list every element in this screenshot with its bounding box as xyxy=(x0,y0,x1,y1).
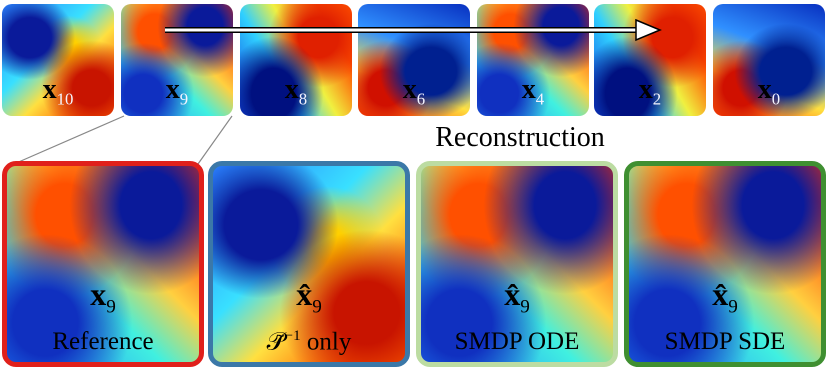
subscript: 8 xyxy=(298,90,308,109)
panel: x̂9 𝒫̃−1 only xyxy=(208,161,410,367)
subscript: 9 xyxy=(179,90,189,109)
caption-math: 𝒫̃ xyxy=(266,328,285,355)
symbol: x xyxy=(165,74,180,106)
tile-label: x2 xyxy=(594,74,706,110)
subscript: 9 xyxy=(106,296,116,317)
tile-label: x6 xyxy=(358,74,470,110)
caption-text: Reference xyxy=(52,328,154,355)
panel-symbol: x9 xyxy=(7,276,199,318)
tile: x2 xyxy=(594,4,706,116)
overlay: Reconstruction xyxy=(13,18,662,165)
subscript: 9 xyxy=(728,296,738,317)
symbol: x xyxy=(638,74,653,106)
panel-symbol: x̂9 xyxy=(629,276,821,318)
tile: x4 xyxy=(477,4,589,116)
symbol: x xyxy=(757,74,772,106)
tile-label: x10 xyxy=(2,74,114,110)
symbol: x̂ xyxy=(504,275,521,312)
caption-text: only xyxy=(306,328,352,355)
caption-sup: −1 xyxy=(284,327,301,344)
panel-symbol: x̂9 xyxy=(213,276,405,318)
symbol: x xyxy=(284,74,299,106)
subscript: 2 xyxy=(652,90,662,109)
panel: x̂9 SMDP ODE xyxy=(416,161,618,367)
subscript: 4 xyxy=(535,90,545,109)
panel: x9 Reference xyxy=(2,161,204,367)
subscript: 10 xyxy=(56,90,74,109)
tile-label: x9 xyxy=(121,74,233,110)
caption-text: SMDP SDE xyxy=(664,328,786,355)
tile: x10 xyxy=(2,4,114,116)
caption: Reference xyxy=(7,328,199,356)
zoom-line xyxy=(13,115,125,165)
symbol: x̂ xyxy=(296,275,313,312)
symbol: x xyxy=(402,74,417,106)
tile: x0 xyxy=(713,4,825,116)
tile-label: x4 xyxy=(477,74,589,110)
tile: x8 xyxy=(240,4,352,116)
panel-symbol: x̂9 xyxy=(421,276,613,318)
symbol: x̂ xyxy=(712,275,729,312)
caption: SMDP ODE xyxy=(421,328,613,356)
symbol: x xyxy=(90,275,107,312)
subscript: 9 xyxy=(312,296,322,317)
zoom-line xyxy=(197,115,233,165)
symbol: x xyxy=(521,74,536,106)
subscript: 9 xyxy=(520,296,530,317)
caption: 𝒫̃−1 only xyxy=(213,328,405,356)
tile-label: x0 xyxy=(713,74,825,110)
tile: x9 xyxy=(121,4,233,116)
section-label: Reconstruction xyxy=(435,122,605,153)
subscript: 6 xyxy=(416,90,426,109)
tile-label: x8 xyxy=(240,74,352,110)
subscript: 0 xyxy=(771,90,781,109)
caption-text: SMDP ODE xyxy=(454,328,580,355)
caption: SMDP SDE xyxy=(629,328,821,356)
tile: x6 xyxy=(358,4,470,116)
symbol: x xyxy=(42,74,57,106)
panel: x̂9 SMDP SDE xyxy=(624,161,826,367)
arrow-head xyxy=(635,18,662,42)
